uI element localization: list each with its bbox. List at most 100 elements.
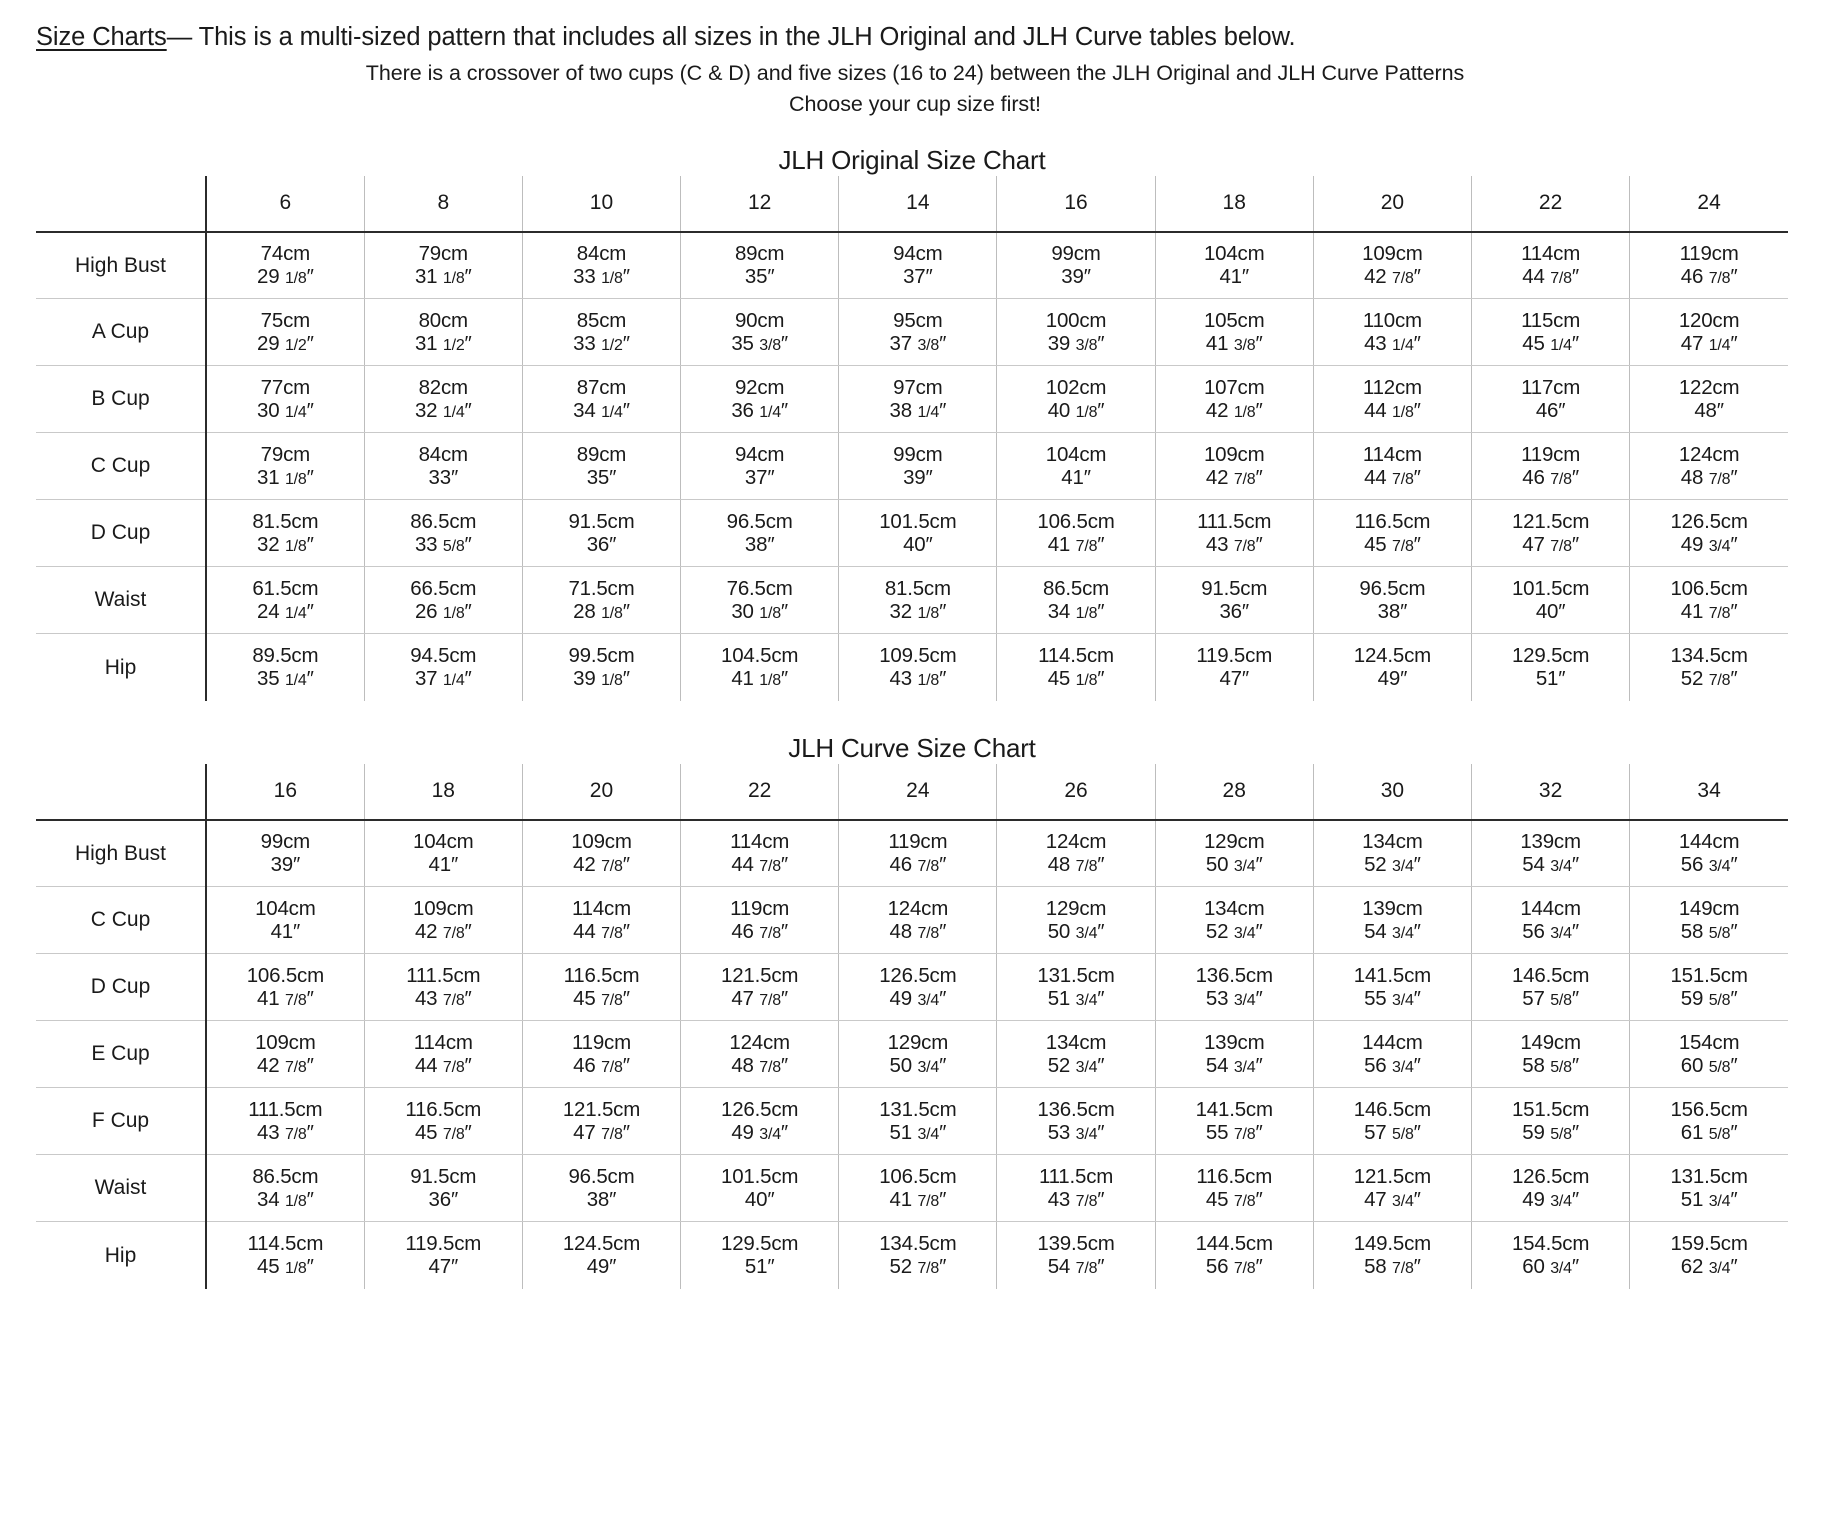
measurement-cm: 119.5cm [1196, 644, 1273, 668]
inches-fraction: 1/8 [1392, 403, 1414, 421]
measurement-cm: 134cm [1203, 896, 1265, 920]
measurement-cm: 136.5cm [1037, 1097, 1115, 1121]
measurement-cell: 85cm 33 1/2″ [521, 298, 681, 367]
measurement-inches: 29 1/8″ [257, 265, 314, 289]
measurement-inches: 42 7/8″ [1205, 465, 1263, 489]
row-label-a-cup: A Cup [36, 298, 207, 367]
measurement-cm: 154.5cm [1511, 1232, 1590, 1256]
inches-whole: 33 [573, 331, 596, 355]
measurement-cm: 96.5cm [1359, 576, 1426, 600]
inches-whole: 40 [744, 1187, 768, 1211]
measurement-cell: 114cm 44 7/8″ [680, 819, 839, 888]
measurement-cell: 144cm 56 3/4″ [1629, 819, 1788, 888]
measurement-inches: 47 1/4″ [1680, 331, 1738, 355]
measurement-cell: 117cm 46″ [1470, 365, 1630, 434]
measurement-inches: 29 1/2″ [257, 331, 314, 355]
measurement-cm: 110cm [1362, 308, 1422, 332]
measurement-cell: 111.5cm 43 7/8″ [1154, 499, 1314, 568]
inches-whole: 41 [1205, 331, 1229, 355]
inches-fraction: 7/8 [1233, 537, 1256, 555]
measurement-cm: 111.5cm [1197, 509, 1272, 533]
inches-fraction: 1/8 [759, 672, 781, 690]
inches-fraction: 7/8 [759, 991, 781, 1009]
inches-whole: 56 [1205, 1255, 1229, 1279]
inches-whole: 34 [573, 398, 596, 422]
measurement-cm: 109cm [255, 1030, 316, 1054]
measurement-cm: 144cm [1520, 896, 1581, 920]
measurement-cell: 114cm 44 7/8″ [363, 1020, 523, 1089]
measurement-cm: 84cm [576, 242, 627, 266]
measurement-inches: 43 7/8″ [1205, 532, 1263, 556]
measurement-cm: 81.5cm [884, 576, 951, 600]
inches-fraction: 7/8 [1392, 1260, 1414, 1278]
measurement-cm: 89.5cm [252, 644, 319, 668]
size-header-10: 10 [521, 175, 681, 233]
inches-fraction: 1/4 [601, 403, 623, 421]
inches-whole: 56 [1364, 1053, 1387, 1077]
measurement-inches: 33 1/8″ [573, 265, 630, 289]
measurement-cm: 146.5cm [1511, 963, 1590, 987]
measurement-inches: 43 1/4″ [1364, 331, 1421, 355]
measurement-cell: 86.5cm 34 1/8″ [996, 566, 1156, 635]
inches-fraction: 7/8 [1392, 470, 1414, 488]
measurement-inches: 33″ [428, 465, 459, 489]
measurement-inches: 46 7/8″ [1680, 265, 1738, 289]
measurement-cell: 151.5cm 59 5/8″ [1470, 1087, 1630, 1156]
measurement-cell: 129cm 50 3/4″ [838, 1020, 997, 1089]
measurement-cell: 119.5cm 47″ [363, 1221, 523, 1289]
measurement-cm: 94cm [734, 442, 785, 466]
inches-fraction: 7/8 [1075, 1260, 1098, 1278]
inches-whole: 44 [1364, 398, 1387, 422]
measurement-inches: 41 7/8″ [1680, 599, 1738, 623]
inches-fraction: 1/8 [601, 270, 623, 288]
inches-fraction: 3/4 [1233, 924, 1256, 942]
measurement-cell: 131.5cm 51 3/4″ [996, 953, 1156, 1022]
inches-whole: 52 [1205, 919, 1229, 943]
measurement-cm: 144.5cm [1195, 1232, 1273, 1256]
inches-fraction: 1/4 [759, 403, 781, 421]
inches-whole: 57 [1364, 1120, 1387, 1144]
measurement-cell: 94.5cm 37 1/4″ [363, 633, 523, 701]
inches-fraction: 1/2 [442, 336, 465, 354]
inches-fraction: 7/8 [1708, 672, 1731, 690]
measurement-inches: 45 1/4″ [1522, 331, 1579, 355]
measurement-cm: 134cm [1045, 1030, 1107, 1054]
size-header-20: 20 [521, 763, 681, 821]
measurement-cell: 131.5cm 51 3/4″ [838, 1087, 997, 1156]
measurement-cell: 86.5cm 33 5/8″ [363, 499, 523, 568]
inches-whole: 54 [1364, 919, 1387, 943]
measurement-cell: 136.5cm 53 3/4″ [1154, 953, 1314, 1022]
inches-whole: 41 [731, 667, 754, 691]
inches-whole: 37 [744, 465, 768, 489]
measurement-inches: 47″ [428, 1255, 459, 1279]
measurement-cm: 79cm [418, 242, 469, 266]
measurement-cm: 124cm [1678, 442, 1740, 466]
measurement-cm: 106.5cm [1670, 576, 1748, 600]
measurement-cell: 112cm 44 1/8″ [1312, 365, 1472, 434]
measurement-inches: 43 7/8″ [1047, 1187, 1105, 1211]
inches-whole: 40 [1535, 599, 1559, 623]
measurement-inches: 56 3/4″ [1522, 919, 1579, 943]
measurement-cell: 121.5cm 47 7/8″ [1470, 499, 1630, 568]
inches-fraction: 1/2 [284, 336, 307, 354]
inches-fraction: 3/4 [1550, 924, 1572, 942]
measurement-cm: 119cm [1679, 242, 1739, 266]
inches-fraction: 3/4 [1708, 537, 1731, 555]
inches-fraction: 7/8 [442, 1058, 465, 1076]
measurement-inches: 33 5/8″ [414, 532, 472, 556]
measurement-cm: 61.5cm [252, 576, 319, 600]
inches-whole: 52 [1047, 1053, 1071, 1077]
measurement-inches: 45 1/8″ [1047, 667, 1105, 691]
measurement-inches: 37″ [903, 265, 933, 289]
measurement-inches: 56 3/4″ [1680, 853, 1738, 877]
measurement-cm: 141.5cm [1353, 963, 1432, 987]
size-header-20: 20 [1312, 175, 1472, 233]
measurement-cell: 141.5cm 55 7/8″ [1154, 1087, 1314, 1156]
inches-fraction: 5/8 [1392, 1125, 1414, 1143]
measurement-inches: 32 1/8″ [889, 599, 947, 623]
measurement-inches: 42 7/8″ [1364, 265, 1421, 289]
measurement-cell: 71.5cm 28 1/8″ [521, 566, 681, 635]
measurement-inches: 52 7/8″ [889, 1255, 947, 1279]
inches-whole: 49 [889, 986, 913, 1010]
measurement-cm: 111.5cm [1038, 1164, 1114, 1188]
